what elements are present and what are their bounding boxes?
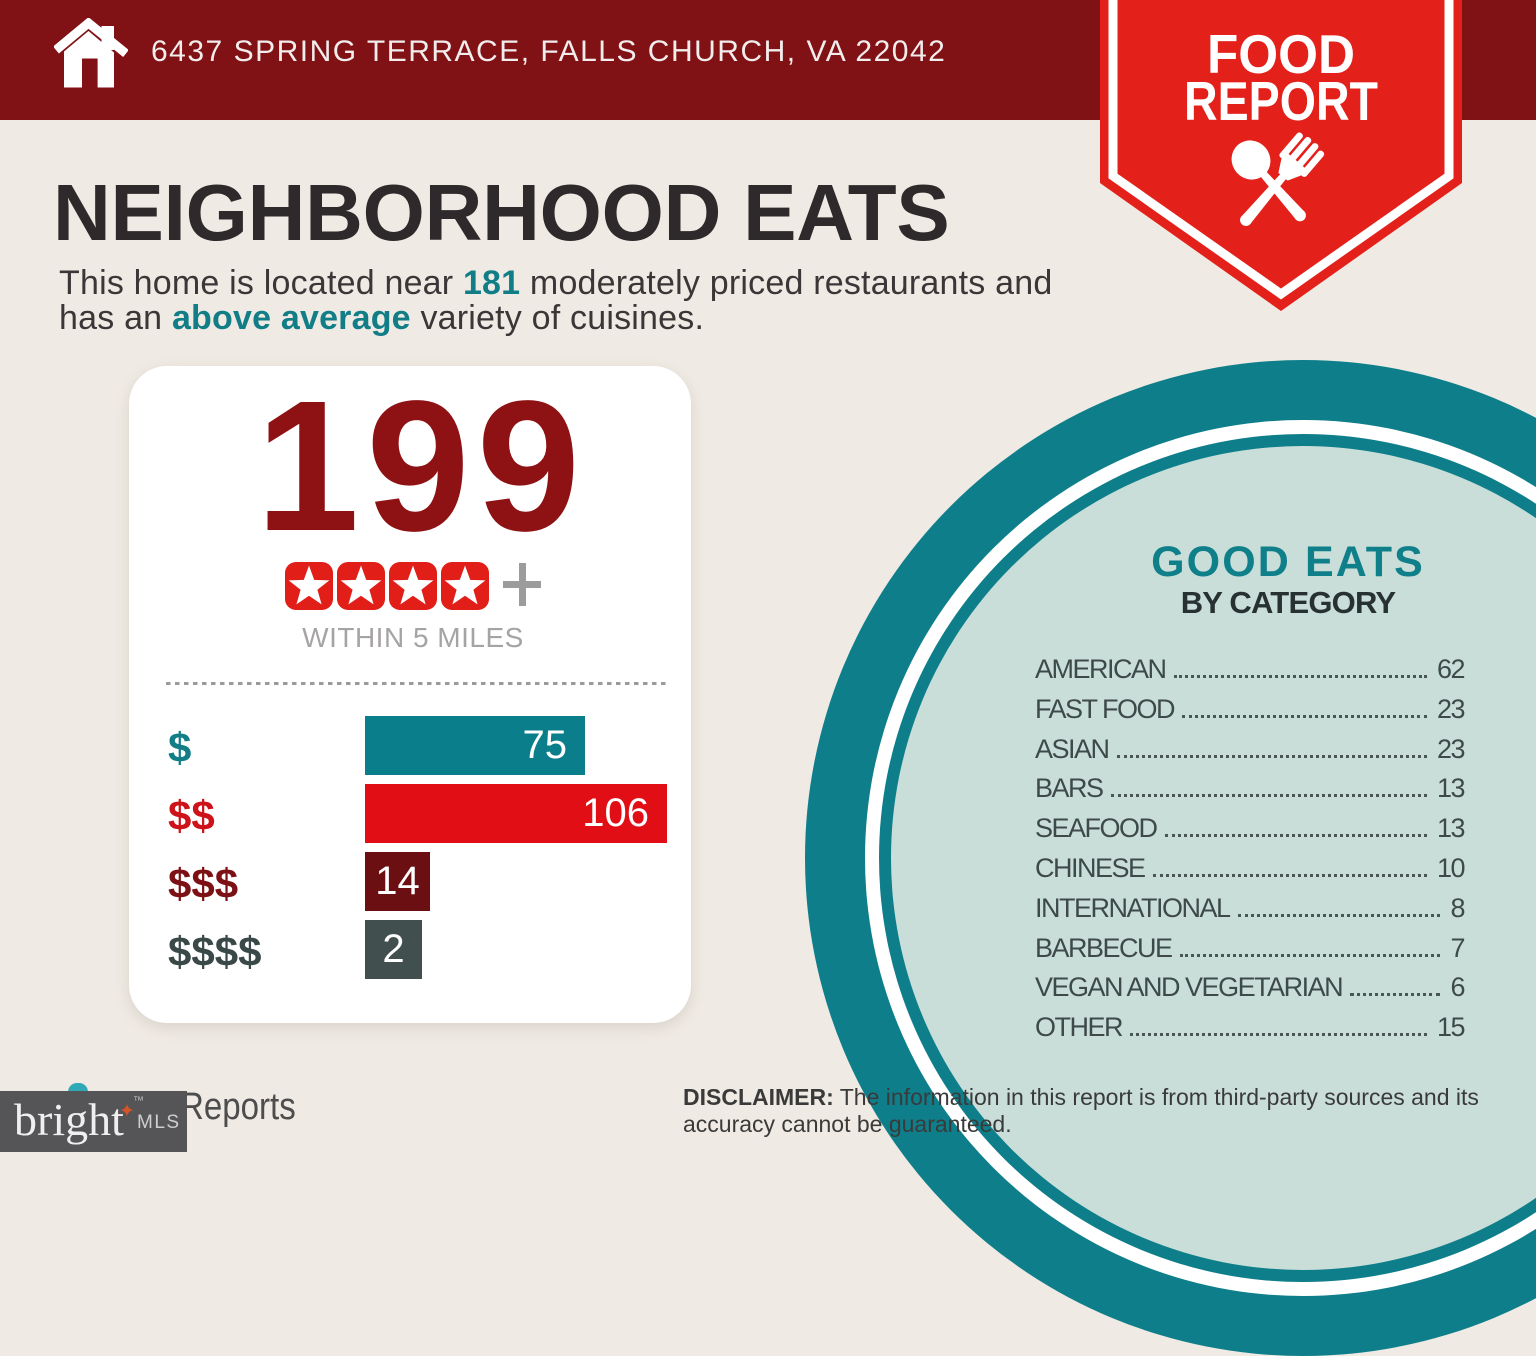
svg-text:REPORT: REPORT	[1184, 70, 1378, 132]
svg-text:FOOD: FOOD	[1207, 23, 1355, 85]
